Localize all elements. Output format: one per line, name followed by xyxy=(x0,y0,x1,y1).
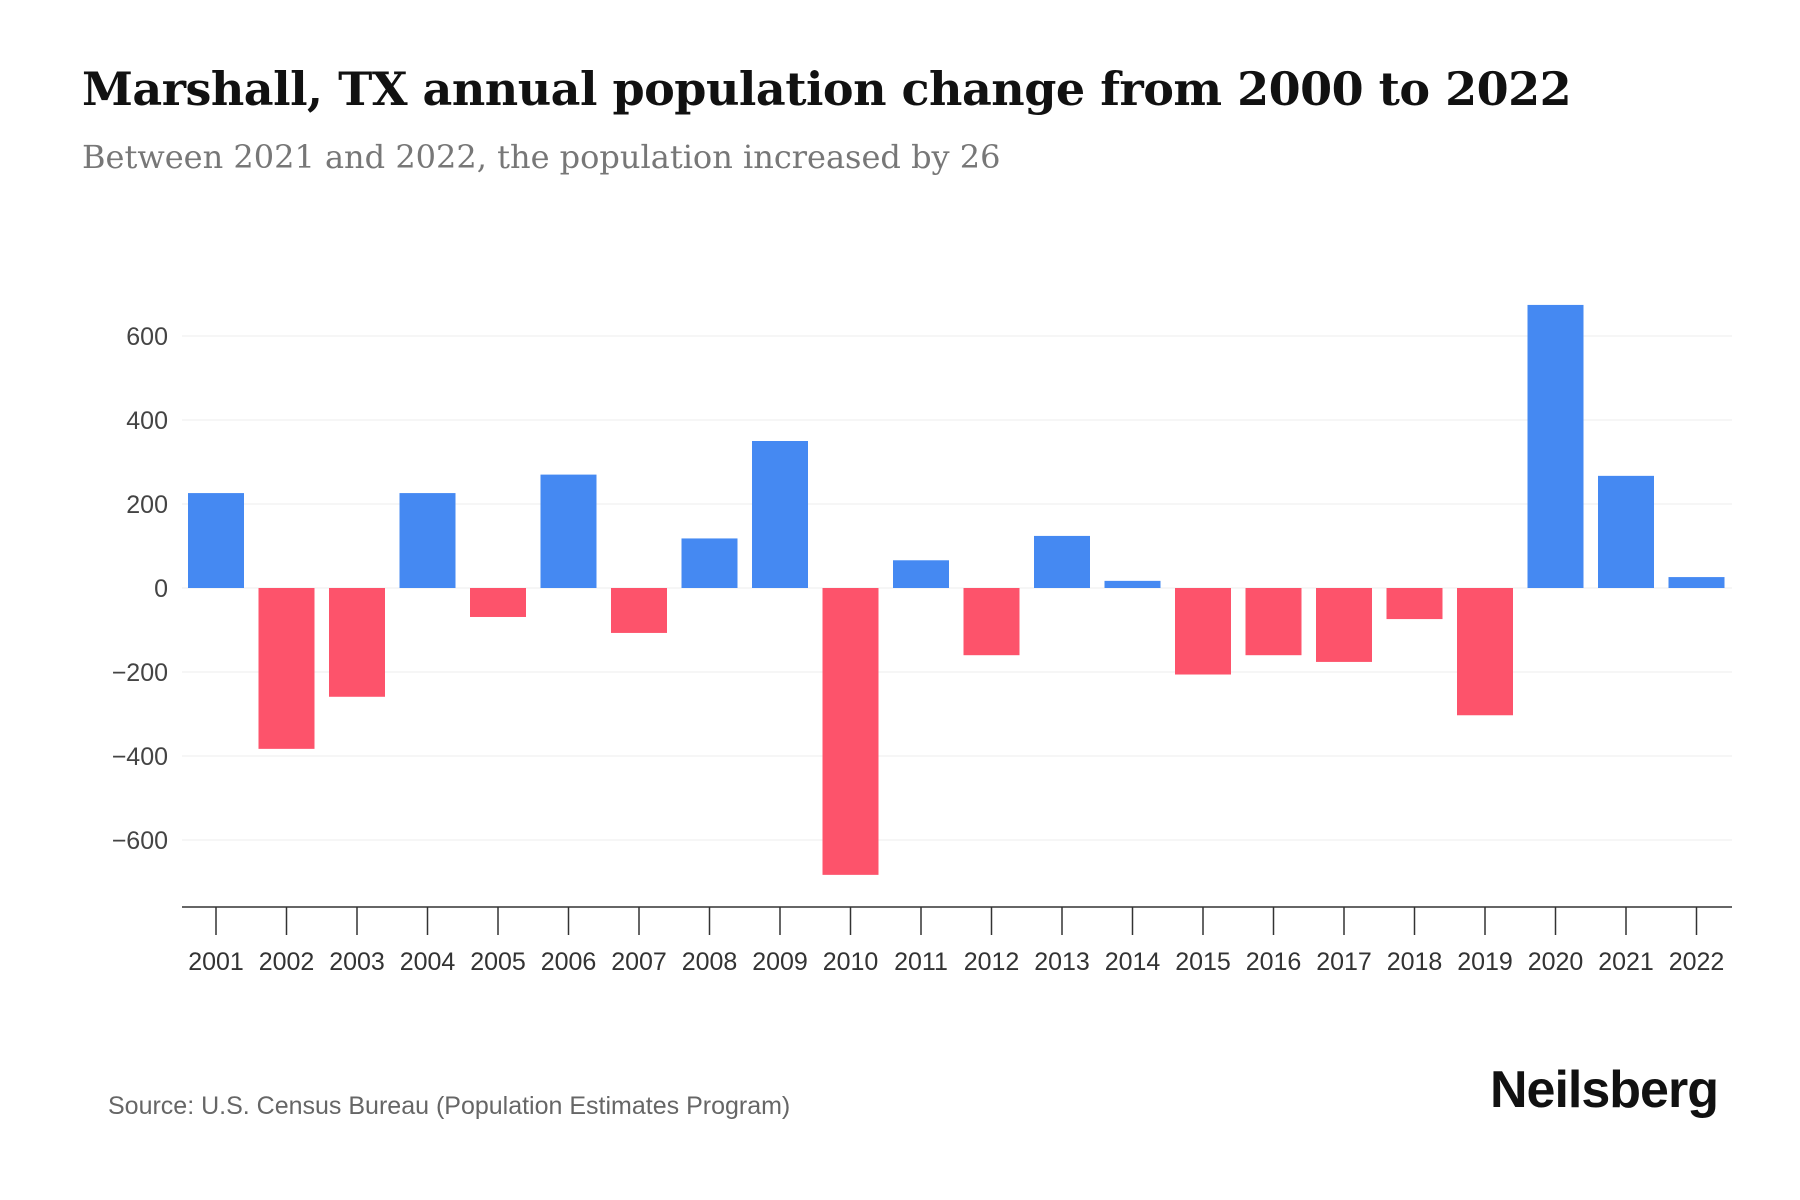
x-tick-label: 2020 xyxy=(1528,948,1584,976)
bar-2017 xyxy=(1316,588,1372,662)
x-tick-label: 2007 xyxy=(611,948,667,976)
chart-subtitle: Between 2021 and 2022, the population in… xyxy=(82,138,1001,176)
bar-2011 xyxy=(893,560,949,588)
x-tick-label: 2017 xyxy=(1316,948,1372,976)
bar-2015 xyxy=(1175,588,1231,675)
x-tick-label: 2019 xyxy=(1457,948,1513,976)
x-tick-label: 2011 xyxy=(894,948,948,976)
x-tick-label: 2014 xyxy=(1105,948,1161,976)
x-tick-label: 2003 xyxy=(329,948,385,976)
y-tick-label: −200 xyxy=(112,659,168,687)
bar-2006 xyxy=(540,474,597,588)
x-tick-label: 2022 xyxy=(1669,948,1725,976)
y-tick-label: 600 xyxy=(126,323,168,351)
x-tick-label: 2009 xyxy=(752,948,808,976)
bar-2021 xyxy=(1598,475,1654,588)
bar-2020 xyxy=(1527,304,1584,588)
y-tick-label: −400 xyxy=(112,743,168,771)
y-tick-label: 400 xyxy=(126,407,168,435)
chart-title: Marshall, TX annual population change fr… xyxy=(82,62,1572,116)
x-tick-label: 2013 xyxy=(1034,948,1090,976)
y-tick-label: 0 xyxy=(154,575,168,603)
bar-2004 xyxy=(399,493,456,588)
bar-2012 xyxy=(963,588,1020,656)
bar-2010 xyxy=(822,588,879,875)
x-tick-label: 2006 xyxy=(541,948,597,976)
x-tick-label: 2015 xyxy=(1175,948,1231,976)
bar-2008 xyxy=(681,538,738,588)
x-tick-label: 2005 xyxy=(470,948,526,976)
x-tick-label: 2001 xyxy=(188,948,244,976)
y-tick-label: 200 xyxy=(126,491,168,519)
x-tick-label: 2008 xyxy=(682,948,738,976)
bar-2005 xyxy=(470,588,526,617)
source-note: Source: U.S. Census Bureau (Population E… xyxy=(108,1092,791,1120)
x-tick-label: 2021 xyxy=(1598,948,1654,976)
bar-2009 xyxy=(752,441,808,588)
x-tick-label: 2004 xyxy=(400,948,456,976)
bar-2019 xyxy=(1457,588,1513,716)
bar-2013 xyxy=(1034,535,1090,588)
x-tick-label: 2018 xyxy=(1387,948,1443,976)
y-tick-label: −600 xyxy=(112,827,168,855)
x-tick-label: 2016 xyxy=(1246,948,1302,976)
bar-2014 xyxy=(1104,580,1161,588)
bar-2007 xyxy=(611,588,667,633)
x-tick-label: 2002 xyxy=(259,948,315,976)
bar-2018 xyxy=(1386,588,1443,620)
bar-2016 xyxy=(1245,588,1302,656)
brand-logo: Neilsberg xyxy=(1490,1061,1719,1119)
x-tick-label: 2010 xyxy=(823,948,879,976)
bar-2022 xyxy=(1668,577,1725,588)
bar-2003 xyxy=(329,588,385,697)
bar-2002 xyxy=(258,588,315,749)
bar-2001 xyxy=(188,493,244,588)
x-tick-label: 2012 xyxy=(964,948,1020,976)
